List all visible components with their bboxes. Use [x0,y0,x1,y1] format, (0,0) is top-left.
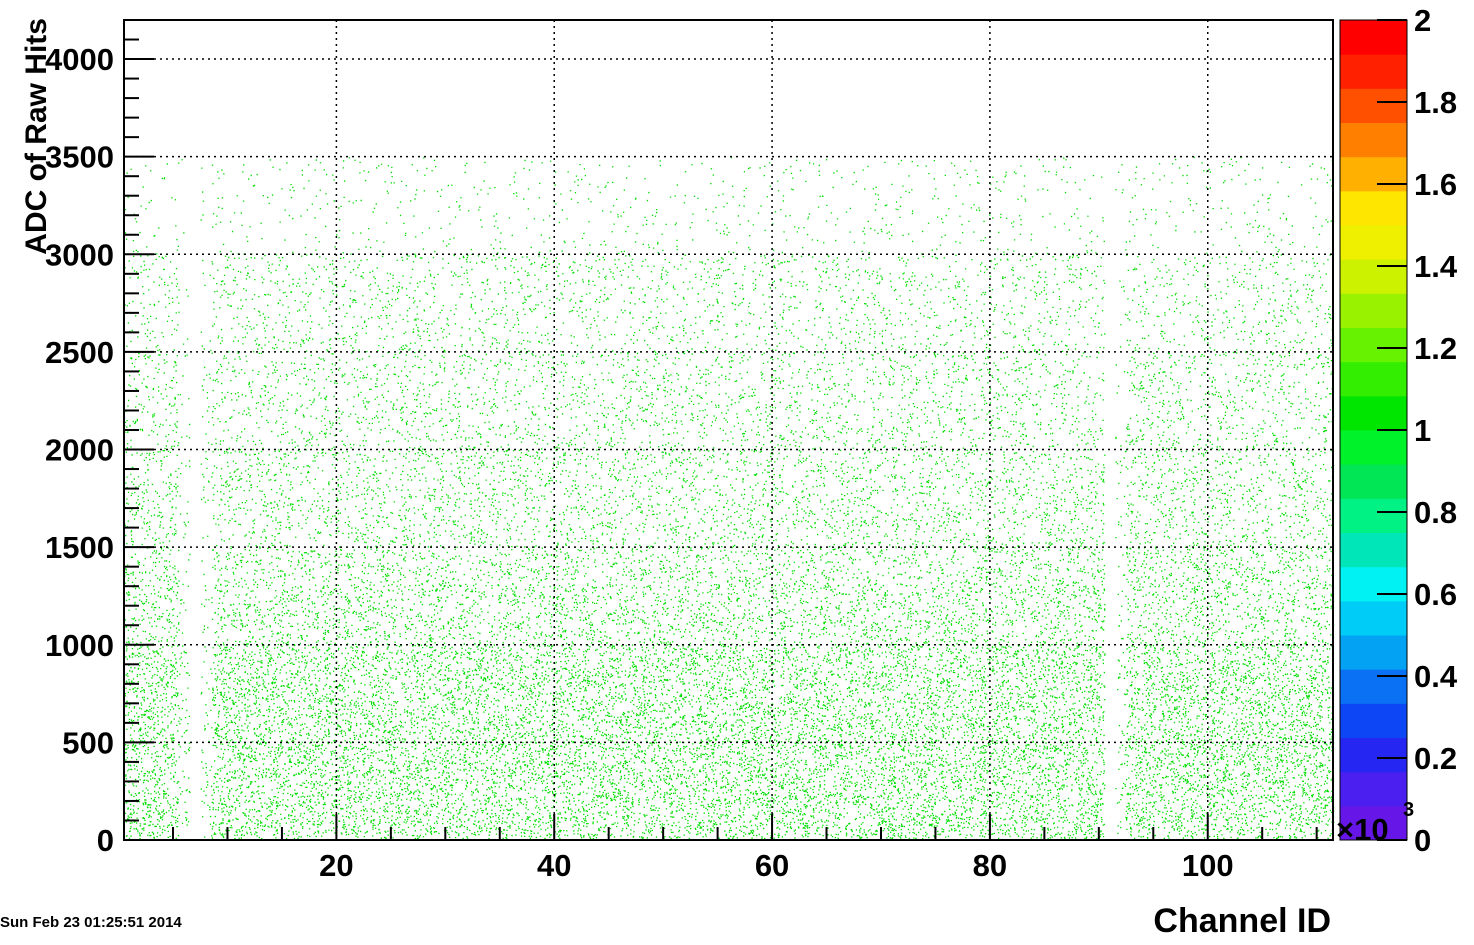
colorbar-segment [1340,293,1407,328]
x-tick-label: 100 [1182,848,1234,883]
colorbar-tick-label: 0.8 [1414,495,1457,530]
colorbar-segment [1340,703,1407,738]
colorbar-tick-label: 0.6 [1414,577,1457,612]
colorbar-segment [1340,190,1407,226]
colorbar-tick-label: 0.4 [1414,659,1458,694]
colorbar-segment [1340,20,1407,55]
colorbar-segment [1340,327,1407,363]
colorbar-tick-label: 1.4 [1414,249,1458,284]
colorbar-segment [1340,600,1407,636]
colorbar-segment [1340,566,1407,602]
timestamp: Sun Feb 23 01:25:51 2014 [0,914,182,931]
colorbar-segment [1340,122,1407,158]
colorbar-segment [1340,669,1407,704]
colorbar-tick-label: 1.2 [1414,331,1457,366]
colorbar-tick-label: 1.6 [1414,167,1457,202]
colorbar: 0 0.2 0.4 0.6 0.8 1 1.2 1.4 1.6 1.8 2 ×10 3 [1336,3,1458,858]
colorbar-segment [1340,361,1407,397]
y-tick-label: 0 [97,823,114,858]
y-tick-label: 1000 [45,628,114,663]
colorbar-segment [1340,498,1407,533]
colorbar-segment [1340,635,1407,670]
colorbar-multiplier-exponent: 3 [1403,799,1414,821]
colorbar-segment [1340,771,1407,807]
colorbar-tick-label: 1 [1414,413,1431,448]
axes: 20 40 60 80 10005001000150020002500300035004… [45,19,1334,883]
x-tick-label: 20 [319,848,353,883]
colorbar-tick-label: 0 [1414,823,1431,858]
colorbar-tick-label: 0.2 [1414,741,1457,776]
colorbar-segment [1340,805,1407,841]
y-tick-label: 4000 [45,42,114,77]
x-tick-label: 80 [973,848,1007,883]
x-axis-label: Channel ID [1153,902,1331,940]
colorbar-segment [1340,737,1407,773]
y-tick-label: 2500 [45,335,114,370]
grid-lines [124,20,1333,840]
y-tick-label: 3500 [45,140,114,175]
y-axis-label: ADC of Raw Hits [20,18,53,255]
colorbar-segment [1340,54,1407,89]
colorbar-segment [1340,532,1407,568]
colorbar-segment [1340,259,1407,294]
colorbar-segment [1340,225,1407,260]
colorbar-segment [1340,430,1407,465]
x-tick-label: 40 [537,848,571,883]
colorbar-segment [1340,156,1407,192]
colorbar-tick-label: 2 [1414,3,1431,38]
plot-area [124,20,1333,840]
colorbar-segment [1340,88,1407,123]
y-tick-label: 500 [62,725,114,760]
colorbar-tick-label: 1.8 [1414,85,1457,120]
y-tick-label: 3000 [45,237,114,272]
x-tick-label: 60 [755,848,789,883]
colorbar-multiplier: ×10 [1336,812,1389,847]
y-tick-label: 2000 [45,433,114,468]
y-tick-label: 1500 [45,530,114,565]
colorbar-segment [1340,464,1407,499]
colorbar-segment [1340,395,1407,431]
